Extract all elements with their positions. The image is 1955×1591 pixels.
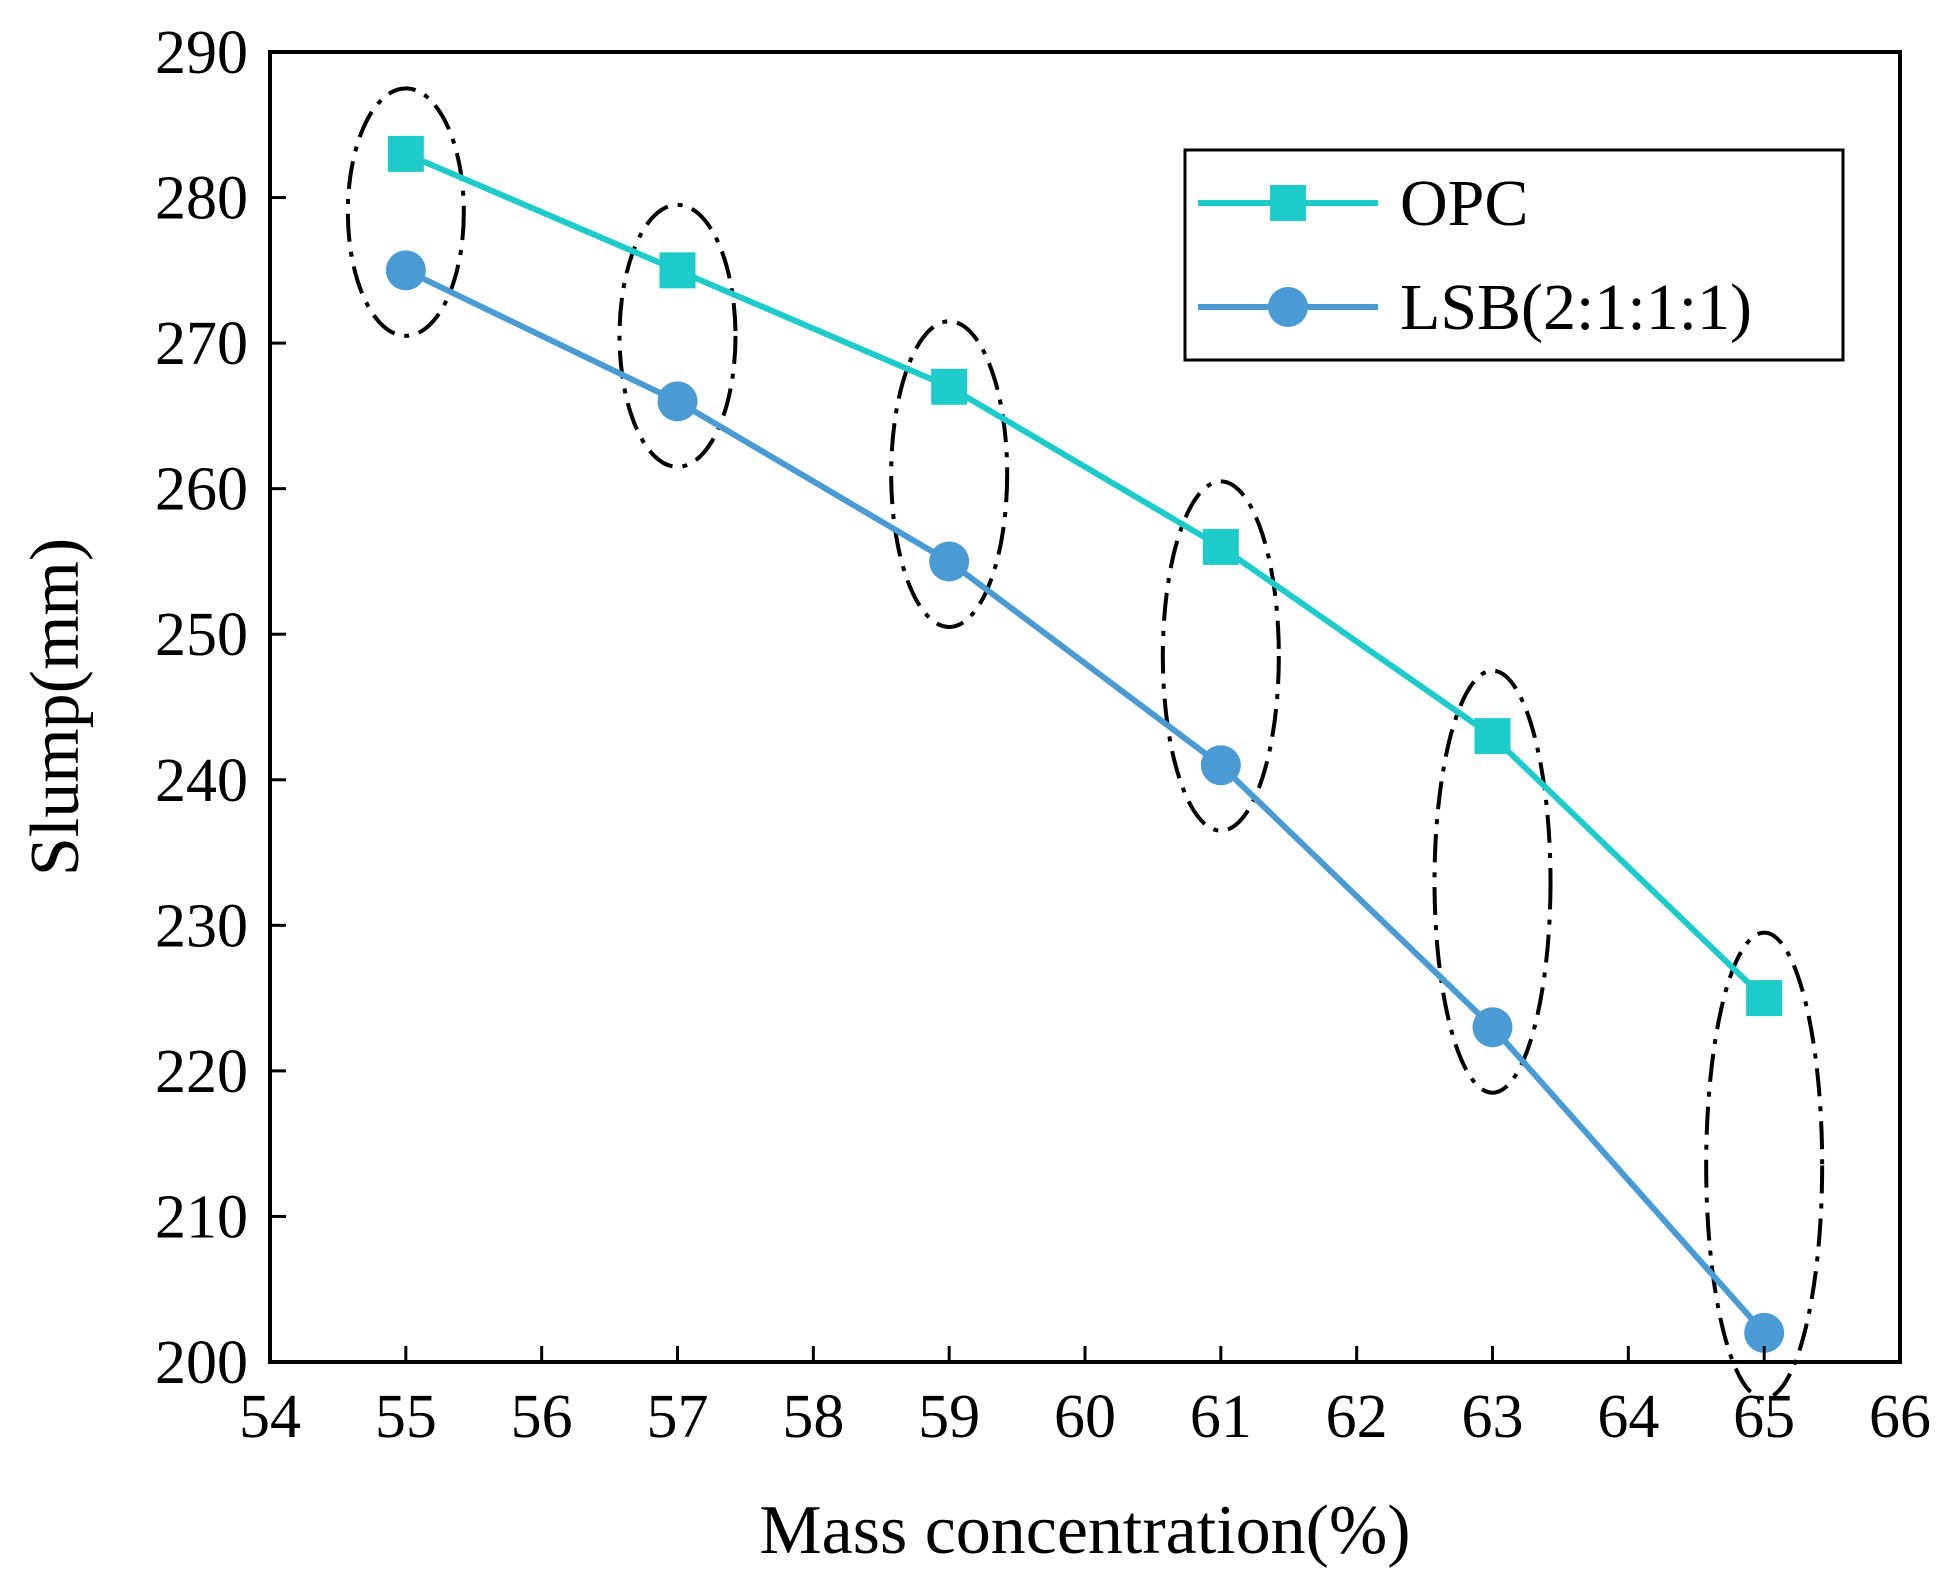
x-axis: 54 55 56 57 58 59 60 61 62 63 64 65 66	[239, 1346, 1931, 1451]
x-tick-label: 60	[1054, 1383, 1116, 1451]
y-axis-title: Slump(mm)	[17, 538, 94, 876]
group-ellipse	[617, 202, 738, 469]
group-ellipse	[1432, 668, 1553, 1095]
data-point	[659, 252, 696, 289]
data-point	[385, 250, 426, 291]
series-line	[404, 267, 1767, 1335]
x-tick-label: 57	[647, 1383, 709, 1451]
x-tick-label: 58	[782, 1383, 844, 1451]
x-tick-label: 63	[1462, 1383, 1524, 1451]
data-point	[387, 135, 424, 172]
x-tick-label: 65	[1733, 1383, 1795, 1451]
data-point	[1746, 980, 1783, 1017]
legend-label: OPC	[1400, 167, 1528, 240]
x-tick-label: 55	[375, 1383, 437, 1451]
x-axis-title: Mass concentration(%)	[759, 1492, 1410, 1569]
data-point	[1200, 745, 1241, 786]
y-axis: 200 210 220 230 240 250 260 270 280 290	[155, 19, 286, 1397]
data-point	[1474, 718, 1511, 755]
data-point	[1744, 1312, 1785, 1353]
x-tick-label: 59	[918, 1383, 980, 1451]
y-tick-label: 240	[155, 747, 248, 815]
x-tick-label: 64	[1597, 1383, 1659, 1451]
annotation-ellipses	[345, 86, 1825, 1401]
data-point	[931, 368, 968, 405]
data-point	[1202, 528, 1239, 565]
data-point	[657, 381, 698, 422]
group-ellipse	[1704, 930, 1825, 1401]
series-line	[404, 151, 1767, 1001]
x-tick-label: 62	[1326, 1383, 1388, 1451]
y-tick-label: 260	[155, 456, 248, 524]
legend-marker	[1270, 185, 1306, 221]
y-tick-label: 290	[155, 19, 248, 87]
x-tick-label: 66	[1869, 1383, 1931, 1451]
y-tick-label: 200	[155, 1329, 248, 1397]
series-lines	[404, 151, 1767, 1335]
y-tick-label: 230	[155, 892, 248, 960]
data-point	[929, 541, 970, 582]
group-ellipse	[1160, 479, 1281, 833]
y-tick-label: 270	[155, 310, 248, 378]
legend-marker	[1268, 287, 1308, 327]
series-markers	[385, 135, 1785, 1353]
legend: OPC LSB(2:1:1:1)	[1183, 148, 1845, 362]
y-tick-label: 250	[155, 601, 248, 669]
y-tick-label: 210	[155, 1183, 248, 1251]
data-point	[1472, 1007, 1513, 1048]
y-tick-label: 280	[155, 165, 248, 233]
x-tick-label: 56	[511, 1383, 573, 1451]
x-tick-label: 54	[239, 1383, 301, 1451]
group-ellipse	[889, 319, 1010, 629]
x-tick-label: 61	[1190, 1383, 1252, 1451]
y-tick-label: 220	[155, 1038, 248, 1106]
legend-label: LSB(2:1:1:1)	[1400, 271, 1752, 344]
group-ellipse	[345, 86, 466, 338]
